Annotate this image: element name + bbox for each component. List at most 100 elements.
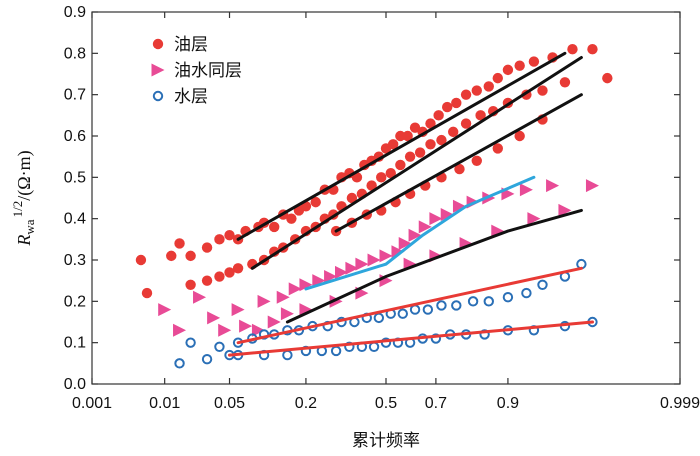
data-point-series-3	[537, 279, 548, 290]
data-point-series-1	[166, 250, 177, 262]
data-point-series-2	[276, 290, 290, 304]
data-point-series-3	[368, 341, 380, 352]
data-point-series-3	[409, 304, 421, 315]
data-point-series-1	[174, 238, 185, 249]
data-point-series-1	[471, 155, 482, 166]
data-point-series-2	[267, 315, 281, 329]
y-tick-label: 0.0	[64, 376, 86, 393]
y-axis-title-symbol: R	[14, 235, 34, 247]
legend-label: 油层	[174, 35, 208, 55]
legend-label: 油水同层	[174, 61, 242, 81]
data-point-series-2	[280, 307, 294, 321]
data-point-series-2	[367, 253, 381, 267]
trend-line-3	[334, 93, 583, 233]
data-point-series-2	[345, 261, 359, 275]
data-point-series-1	[414, 147, 426, 158]
data-point-series-1	[214, 234, 225, 245]
data-point-series-3	[330, 345, 342, 357]
data-point-series-1	[537, 85, 548, 96]
data-point-series-1	[395, 130, 406, 142]
data-point-series-3	[451, 300, 462, 311]
data-point-series-1	[454, 163, 465, 175]
legend-marker	[151, 63, 165, 77]
data-point-series-2	[329, 294, 343, 308]
data-point-series-2	[312, 274, 326, 288]
data-point-series-1	[366, 180, 377, 191]
data-point-series-2	[527, 212, 541, 226]
y-axis-title-units: /(Ω·m)	[14, 150, 35, 200]
x-axis-title: 累计频率	[352, 431, 420, 451]
data-point-series-1	[232, 263, 244, 274]
data-point-series-3	[214, 341, 225, 352]
data-point-series-1	[559, 77, 571, 88]
data-point-series-1	[141, 287, 153, 299]
data-point-series-1	[460, 118, 472, 129]
data-point-series-1	[451, 97, 462, 109]
data-point-series-1	[409, 122, 421, 133]
data-point-series-2	[251, 323, 265, 337]
data-point-series-3	[201, 354, 213, 365]
data-point-series-1	[385, 168, 396, 179]
x-tick-label: 0.7	[425, 395, 447, 412]
data-point-series-2	[257, 294, 271, 308]
x-tick-label: 0.999	[660, 395, 700, 412]
data-point-series-3	[483, 296, 494, 307]
trend-line-5	[285, 208, 583, 324]
data-point-series-1	[185, 279, 196, 290]
y-tick-label: 0.2	[64, 293, 86, 310]
data-point-series-1	[346, 192, 358, 204]
data-point-series-2	[558, 203, 572, 217]
data-point-series-2	[408, 228, 422, 242]
legend-label: 水层	[174, 87, 208, 107]
data-point-series-3	[502, 292, 514, 303]
data-points	[135, 44, 613, 369]
data-point-series-1	[286, 213, 297, 224]
y-tick-label: 0.5	[64, 169, 86, 186]
data-point-series-1	[587, 44, 598, 55]
data-point-series-1	[471, 85, 482, 96]
data-point-series-1	[395, 159, 406, 171]
data-point-series-1	[436, 134, 447, 146]
legend-marker	[152, 38, 164, 50]
data-point-series-2	[299, 278, 313, 292]
data-point-series-2	[379, 249, 393, 263]
data-point-series-1	[387, 139, 399, 150]
data-point-series-2	[429, 212, 443, 226]
data-point-series-2	[391, 245, 405, 259]
data-point-series-2	[193, 290, 207, 304]
data-point-series-1	[514, 130, 525, 142]
trend-line-6	[236, 266, 583, 345]
y-axis-title-superscript: 1/2	[10, 201, 25, 218]
y-tick-label: 0.8	[64, 45, 86, 62]
x-tick-label: 0.001	[72, 395, 112, 412]
data-point-series-3	[397, 308, 408, 319]
data-point-series-2	[491, 224, 505, 238]
data-point-series-2	[418, 220, 432, 234]
data-point-series-2	[452, 199, 466, 213]
data-point-series-2	[440, 208, 454, 222]
data-point-series-2	[239, 319, 253, 333]
data-point-series-2	[355, 257, 369, 271]
data-point-series-3	[344, 341, 355, 352]
y-tick-label: 0.6	[64, 128, 86, 145]
data-point-series-1	[224, 267, 235, 278]
data-point-series-1	[425, 118, 436, 129]
data-point-series-2	[398, 236, 412, 250]
data-point-series-1	[376, 172, 387, 183]
data-point-series-1	[514, 60, 525, 71]
data-point-series-1	[425, 139, 436, 150]
y-tick-label: 0.9	[64, 4, 86, 21]
data-point-series-3	[430, 333, 442, 344]
trend-line-2	[250, 56, 583, 270]
data-point-series-1	[528, 56, 540, 67]
data-point-series-3	[436, 300, 447, 311]
data-point-series-2	[173, 323, 187, 337]
data-point-series-1	[224, 230, 235, 241]
data-point-series-3	[282, 349, 293, 361]
legend-marker	[152, 90, 164, 102]
x-tick-label: 0.5	[375, 395, 397, 412]
data-point-series-1	[201, 242, 213, 253]
data-point-series-3	[422, 304, 434, 315]
y-axis-title-subscript: wa	[22, 219, 37, 234]
